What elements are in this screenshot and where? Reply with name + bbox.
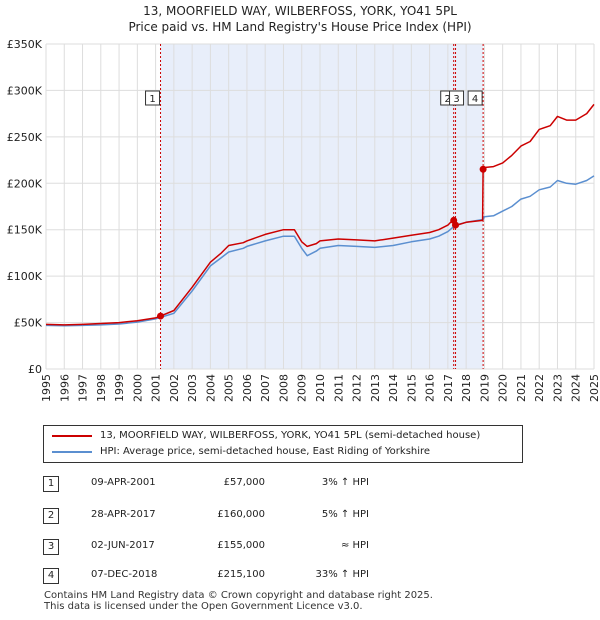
legend-swatch-hpi: [52, 451, 92, 453]
y-tick-label: £300K: [7, 84, 43, 97]
marker-label-3: 3: [449, 90, 465, 106]
x-tick-label: 1996: [58, 374, 71, 402]
chart-title: 13, MOORFIELD WAY, WILBERFOSS, YORK, YO4…: [143, 4, 457, 18]
legend: 13, MOORFIELD WAY, WILBERFOSS, YORK, YO4…: [43, 425, 523, 463]
legend-swatch-property: [52, 435, 92, 437]
x-tick-label: 2019: [478, 374, 491, 402]
legend-label-hpi: HPI: Average price, semi-detached house,…: [100, 446, 431, 457]
transaction-number: 1: [43, 476, 59, 492]
y-tick-label: £50K: [14, 317, 43, 330]
sale-point: [479, 165, 487, 173]
x-tick-label: 2007: [259, 374, 272, 402]
marker-label-text: 4: [472, 94, 478, 105]
x-tick-label: 2017: [442, 374, 455, 402]
transaction-date: 02-JUN-2017: [91, 540, 155, 551]
price-chart: £0 £50K £100K £150K £200K £250K £300K £350K 1995…: [7, 38, 600, 402]
x-tick-label: 2016: [424, 374, 437, 402]
x-tick-label: 2005: [223, 374, 236, 402]
table-row: 2 28-APR-2017 £160,000 5% ↑ HPI: [43, 506, 563, 526]
x-tick-label: 2018: [460, 374, 473, 402]
y-tick-label: £250K: [7, 131, 43, 144]
x-tick-label: 1995: [40, 374, 53, 402]
x-tick-label: 2006: [241, 374, 254, 402]
table-row: 1 09-APR-2001 £57,000 3% ↑ HPI: [43, 474, 563, 494]
x-tick-label: 2003: [186, 374, 199, 402]
transaction-number: 4: [43, 568, 59, 584]
sale-point: [157, 312, 165, 320]
y-tick-label: £0: [28, 363, 42, 376]
transaction-hpi-relation: 33% ↑ HPI: [315, 569, 369, 580]
transaction-hpi-relation: 5% ↑ HPI: [321, 509, 369, 520]
hpi-line: [45, 175, 595, 327]
table-row: 3 02-JUN-2017 £155,000 ≈ HPI: [43, 537, 563, 557]
legend-label-property: 13, MOORFIELD WAY, WILBERFOSS, YORK, YO4…: [100, 430, 481, 441]
chart-subtitle: Price paid vs. HM Land Registry's House …: [128, 20, 472, 34]
property-price-line: [45, 103, 595, 326]
y-tick-label: £100K: [7, 270, 43, 283]
x-tick-label: 2012: [351, 374, 364, 402]
marker-label-box: [145, 90, 161, 106]
x-tick-label: 2014: [387, 374, 400, 402]
marker-label-box: [449, 90, 465, 106]
marker-label-box: [467, 90, 483, 106]
x-tick-label: 2004: [204, 374, 217, 402]
transaction-hpi-relation: ≈ HPI: [340, 540, 369, 551]
transaction-date: 09-APR-2001: [91, 477, 156, 488]
transaction-date: 28-APR-2017: [91, 509, 156, 520]
transaction-number: 3: [43, 539, 59, 555]
x-tick-label: 2025: [588, 374, 600, 402]
footer-copyright: Contains HM Land Registry data © Crown c…: [44, 590, 433, 601]
y-tick-label: £200K: [7, 177, 43, 190]
transaction-price: £215,100: [217, 569, 265, 580]
x-tick-label: 2015: [405, 374, 418, 402]
x-tick-label: 2008: [277, 374, 290, 402]
x-tick-label: 2021: [515, 374, 528, 402]
x-tick-label: 2002: [168, 374, 181, 402]
marker-label-text: 3: [453, 94, 459, 105]
transaction-price: £57,000: [223, 477, 265, 488]
y-tick-label: £350K: [7, 38, 43, 51]
x-tick-label: 1999: [113, 374, 126, 402]
transaction-price: £155,000: [217, 540, 265, 551]
transaction-price: £160,000: [217, 509, 265, 520]
marker-label-4: 4: [467, 90, 483, 106]
x-tick-label: 2013: [369, 374, 382, 402]
x-tick-label: 2000: [131, 374, 144, 402]
x-tick-label: 2022: [533, 374, 546, 402]
marker-label-1: 1: [145, 90, 161, 106]
transaction-hpi-relation: 3% ↑ HPI: [321, 477, 369, 488]
x-tick-label: 1997: [77, 374, 90, 402]
transaction-date: 07-DEC-2018: [91, 569, 158, 580]
transaction-number: 2: [43, 508, 59, 524]
x-tick-label: 2020: [497, 374, 510, 402]
y-tick-label: £150K: [7, 224, 43, 237]
x-tick-label: 2009: [296, 374, 309, 402]
table-row: 4 07-DEC-2018 £215,100 33% ↑ HPI: [43, 566, 563, 586]
x-tick-label: 2010: [314, 374, 327, 402]
x-tick-label: 1998: [95, 374, 108, 402]
x-tick-label: 2011: [332, 374, 345, 402]
x-tick-label: 2023: [551, 374, 564, 402]
x-tick-label: 2024: [570, 374, 583, 402]
marker-label-text: 1: [149, 94, 155, 105]
sale-point: [452, 221, 460, 229]
marker-label-text: 2: [445, 94, 451, 105]
ownership-shade: [160, 44, 484, 369]
footer-license: This data is licensed under the Open Gov…: [44, 601, 363, 612]
x-tick-label: 2001: [150, 374, 163, 402]
